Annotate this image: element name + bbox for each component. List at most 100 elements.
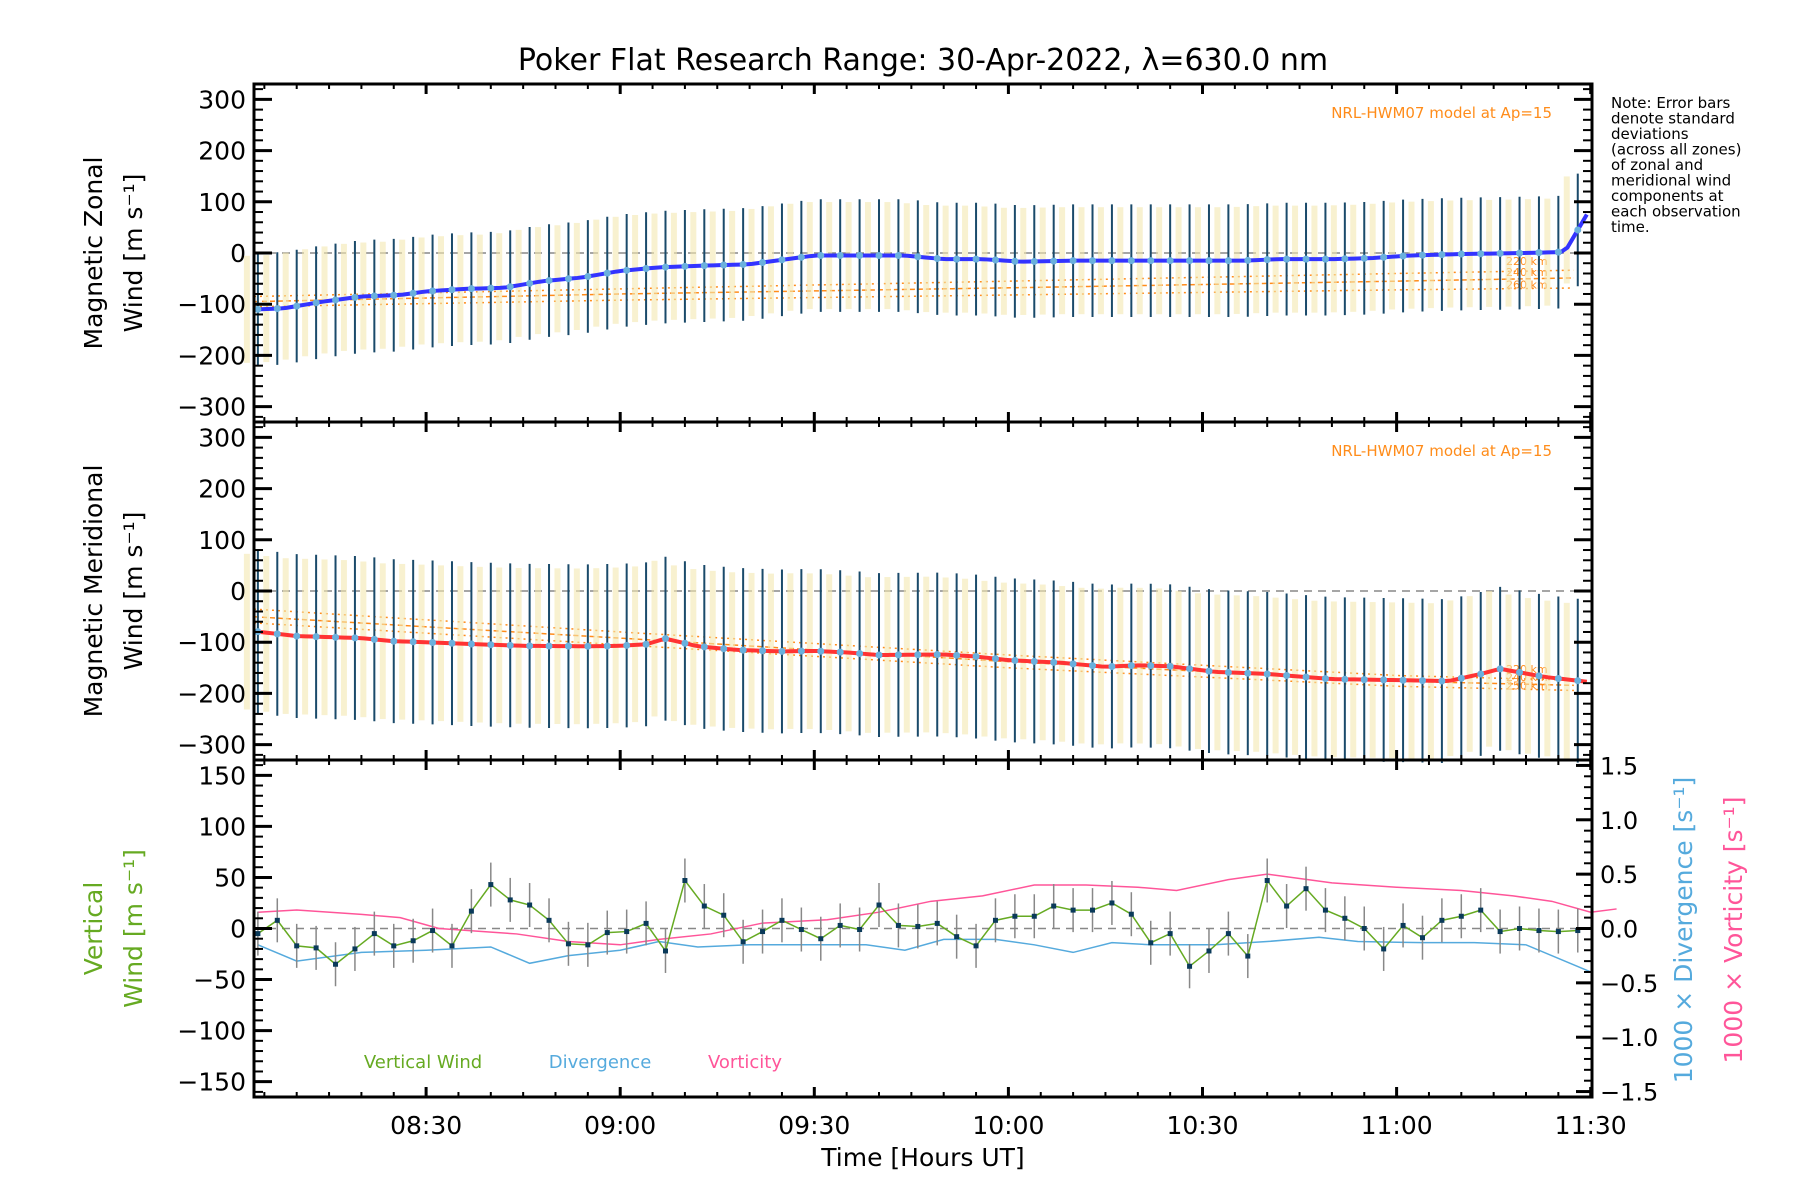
data-point [293, 302, 301, 310]
y-tick-label: −150 [177, 1068, 246, 1097]
data-point [1438, 677, 1446, 685]
data-point [1186, 257, 1194, 265]
data-point [991, 655, 999, 663]
data-point [448, 286, 456, 294]
data-point [1438, 251, 1446, 259]
data-point [1457, 250, 1465, 258]
data-point [293, 632, 301, 640]
data-point [430, 928, 436, 934]
data-point [1380, 676, 1388, 684]
data-point [313, 945, 319, 951]
data-point [953, 255, 961, 263]
data-point [1012, 913, 1018, 919]
data-point [1224, 668, 1232, 676]
zone-spread [1466, 596, 1473, 752]
data-point [721, 912, 727, 918]
data-point [779, 917, 785, 923]
data-point [391, 943, 397, 949]
note-line: of zonal and [1611, 156, 1703, 174]
data-point [759, 258, 767, 266]
data-point [467, 285, 475, 293]
data-point [255, 931, 261, 937]
data-point [1283, 255, 1291, 263]
data-point [1322, 907, 1328, 913]
data-point [1069, 660, 1077, 668]
vorticity-line [257, 873, 1617, 946]
data-point [681, 639, 689, 647]
data-point [390, 291, 398, 299]
data-point [312, 633, 320, 641]
data-point [1283, 672, 1291, 679]
data-point [642, 640, 650, 648]
data-point [1011, 656, 1019, 664]
legend-item: Divergence [549, 1052, 652, 1073]
data-point [1517, 926, 1523, 931]
data-point [1439, 917, 1445, 923]
data-point [875, 252, 883, 260]
note-line: meridional wind [1611, 172, 1731, 190]
y-tick-label: 0 [230, 239, 246, 268]
right-tick-label: −0.5 [1600, 970, 1658, 998]
data-point [933, 651, 941, 659]
zone-spread [670, 565, 677, 722]
model-line [253, 608, 1574, 681]
data-point [1030, 257, 1038, 265]
x-tick-label: 10:00 [972, 1111, 1044, 1140]
data-point [1419, 935, 1425, 941]
data-point [1458, 913, 1464, 919]
data-point [1535, 249, 1543, 257]
x-tick-label: 09:00 [584, 1111, 656, 1140]
model-label: NRL-HWM07 model at Ap=15 [1331, 442, 1552, 460]
data-point [564, 275, 572, 283]
y-tick-label: 100 [198, 812, 246, 841]
data-point [1206, 948, 1212, 954]
zone-spread [1486, 591, 1493, 747]
model-line [253, 269, 1574, 298]
right-tick-label: 1.0 [1600, 807, 1638, 835]
data-point [642, 265, 650, 273]
data-point [584, 642, 592, 650]
y-tick-label: −50 [193, 966, 246, 995]
data-point [526, 642, 534, 650]
data-point [1011, 257, 1019, 265]
y-axis-label: Wind [m s⁻¹] [119, 174, 148, 333]
data-point [914, 253, 922, 261]
data-point [797, 647, 805, 655]
data-point [1321, 675, 1329, 683]
data-point [700, 262, 708, 270]
data-point [371, 931, 377, 937]
note-line: Note: Error bars [1611, 94, 1731, 112]
data-point [701, 903, 707, 909]
data-point [1089, 662, 1097, 670]
data-point [333, 961, 339, 967]
data-point [817, 252, 825, 260]
data-point [352, 946, 358, 952]
data-point [585, 942, 591, 948]
data-point [797, 253, 805, 261]
data-point [856, 252, 864, 260]
wind-series-line [253, 213, 1589, 312]
data-point [410, 938, 416, 944]
data-point [604, 930, 610, 936]
chart-title: Poker Flat Research Range: 30-Apr-2022, … [518, 43, 1328, 78]
data-point [856, 649, 864, 657]
data-point [545, 277, 553, 285]
data-point [1418, 251, 1426, 259]
data-point [506, 283, 514, 291]
data-point [429, 287, 437, 295]
data-point [584, 272, 592, 280]
data-point [1381, 946, 1387, 952]
data-point [254, 305, 262, 313]
data-point [1205, 667, 1213, 675]
right-tick-label: −1.0 [1600, 1024, 1658, 1052]
data-point [933, 255, 941, 263]
data-point [1050, 257, 1058, 265]
data-point [740, 939, 746, 945]
data-point [972, 255, 980, 263]
data-point [1321, 255, 1329, 263]
data-point [1360, 254, 1368, 262]
data-point [487, 284, 495, 292]
data-point [1224, 257, 1232, 265]
data-point [526, 279, 534, 287]
